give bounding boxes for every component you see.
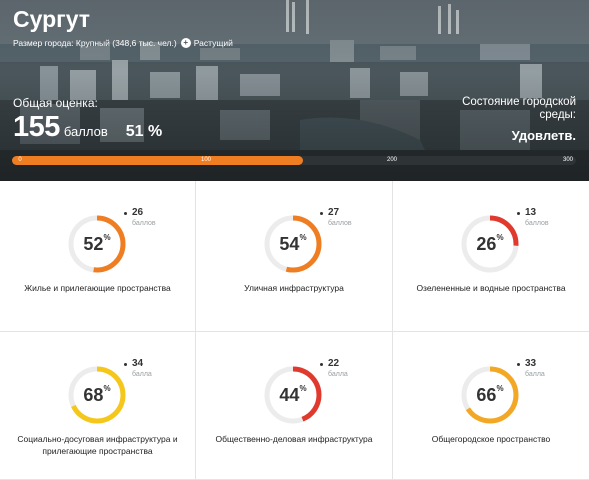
overall-score: 155 баллов 51 % bbox=[13, 111, 162, 144]
category-card[interactable]: 68% 34 балла Социально-досуговая инфрастр… bbox=[0, 332, 196, 480]
category-label: Общественно-деловая инфраструктура bbox=[215, 434, 373, 444]
percent-ring-arc bbox=[68, 215, 126, 273]
category-card[interactable]: 54% 27 баллов Уличная инфраструктура bbox=[196, 181, 393, 332]
category-grid: 52% 26 баллов Жилье и прилегающие простра… bbox=[0, 181, 589, 480]
category-percent: 52% bbox=[83, 233, 111, 254]
hero-overlay bbox=[0, 0, 589, 181]
score-percent: 51 % bbox=[125, 123, 163, 140]
percent-ring bbox=[262, 364, 324, 426]
category-label: Жилье и прилегающие пространства bbox=[24, 283, 171, 293]
percent-ring bbox=[459, 364, 521, 426]
city-title: Сургут bbox=[13, 6, 91, 32]
percent-ring-arc bbox=[461, 366, 519, 424]
city-header: Сургут Размер города: Крупный (348,6 тыс… bbox=[0, 0, 589, 181]
plus-circle-icon: + bbox=[180, 38, 191, 48]
progress-tick-0: 0 bbox=[18, 157, 22, 163]
category-percent: 68% bbox=[83, 384, 111, 405]
overall-score-label: Общая оценка: bbox=[13, 96, 98, 110]
category-label: Озелененные и водные пространства bbox=[416, 283, 566, 293]
progress-tick-200: 200 bbox=[386, 157, 398, 163]
score-unit: баллов bbox=[63, 124, 108, 139]
category-label: Общегородское пространство bbox=[431, 434, 551, 444]
percent-ring bbox=[459, 213, 521, 275]
percent-ring-arc bbox=[264, 366, 322, 424]
category-label: Уличная инфраструктура bbox=[244, 283, 344, 293]
category-percent: 26% bbox=[476, 233, 504, 254]
city-meta: Размер города: Крупный (348,6 тыс. чел.)… bbox=[13, 38, 233, 48]
percent-ring bbox=[262, 213, 324, 275]
category-label: Социально-досуговая инфраструктура и при… bbox=[17, 434, 178, 456]
score-progress-bar: 0 100 200 300 bbox=[12, 156, 576, 165]
category-card[interactable]: 44% 22 балла Общественно-деловая инфрастр… bbox=[196, 332, 393, 480]
score-progress-fill bbox=[12, 156, 304, 165]
category-card[interactable]: 26% 13 баллов Озелененные и водные простр… bbox=[393, 181, 589, 332]
percent-ring bbox=[66, 213, 128, 275]
city-skyline-image bbox=[0, 0, 589, 181]
category-percent: 54% bbox=[279, 233, 307, 254]
score-value: 155 bbox=[13, 111, 60, 143]
percent-ring-arc bbox=[461, 215, 519, 273]
progress-tick-300: 300 bbox=[562, 157, 574, 163]
category-percent: 44% bbox=[279, 384, 307, 405]
category-percent: 66% bbox=[476, 384, 504, 405]
percent-ring-arc bbox=[68, 366, 126, 424]
progress-tick-100: 100 bbox=[200, 157, 212, 163]
category-card[interactable]: 66% 33 балла Общегородское пространство bbox=[393, 332, 589, 480]
growth-status: Растущий bbox=[193, 38, 233, 48]
percent-ring bbox=[66, 364, 128, 426]
category-card[interactable]: 52% 26 баллов Жилье и прилегающие простра… bbox=[0, 181, 196, 332]
environment-status-label: Состояние городской среды: bbox=[462, 96, 576, 121]
city-size-text: Размер города: Крупный (348,6 тыс. чел.) bbox=[13, 38, 177, 48]
percent-ring-arc bbox=[264, 215, 322, 273]
environment-status-value: Удовлетв. bbox=[511, 128, 576, 143]
